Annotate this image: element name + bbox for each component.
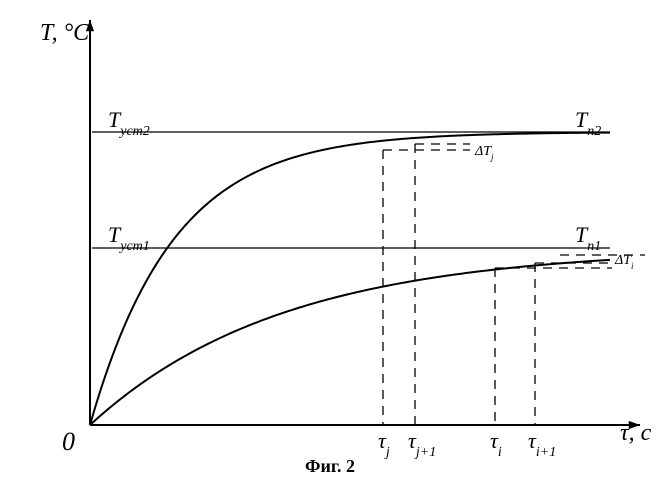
label-delta-Tj: ΔTj [474,144,494,162]
label-tau-i1: τi+1 [528,428,556,460]
label-tau-j1: τj+1 [408,428,436,460]
label-T-ycm2: Tуст2 [108,107,150,139]
label-delta-Ti: ΔTi [614,253,634,271]
label-T-ycm1: Tуст1 [108,222,150,254]
x-axis-label: τ, c [620,420,652,446]
label-tau-j: τj [378,428,390,460]
curve-lower [90,260,610,425]
figure-container: T, °Cτ, c0Tуст2Tn2Tуст1Tn1ΔTjΔTiτjτj+1τi… [0,0,672,500]
origin-label: 0 [62,427,75,456]
caption: Фиг. 2 [305,456,355,476]
label-tau-i: τi [490,428,502,460]
curve-upper [90,133,610,425]
figure-svg: T, °Cτ, c0Tуст2Tn2Tуст1Tn1ΔTjΔTiτjτj+1τi… [0,0,672,500]
y-axis-label: T, °C [40,20,90,46]
label-T-n1: Tn1 [575,222,601,254]
